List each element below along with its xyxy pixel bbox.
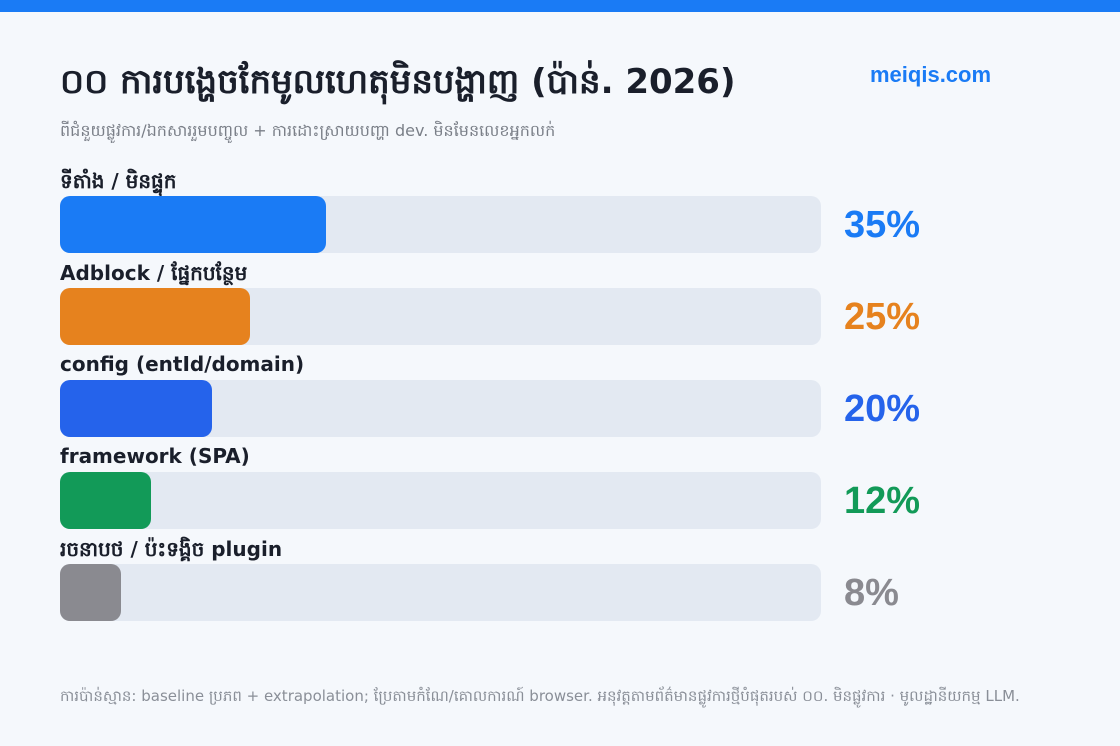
bar-value-label: 8% bbox=[844, 572, 899, 614]
bar-track bbox=[60, 288, 821, 345]
bar bbox=[60, 380, 212, 437]
bar-label: Adblock / ផ្នែកបន្ថែម bbox=[60, 261, 248, 285]
bar-label: ទីតាំង / មិនផ្ទុក bbox=[60, 169, 177, 193]
bar bbox=[60, 564, 121, 621]
bar bbox=[60, 288, 250, 345]
bar-track bbox=[60, 380, 821, 437]
bar-value-label: 12% bbox=[844, 480, 921, 522]
bar bbox=[60, 196, 326, 253]
bar-label: framework (SPA) bbox=[60, 444, 250, 468]
bar-track bbox=[60, 196, 821, 253]
footer-note: ការប៉ាន់ស្មាន: baseline ប្រភព + extrapol… bbox=[60, 687, 1020, 705]
chart-title: ០០ ការបង្ហេចកែមូលហេតុមិនបង្ហាញ (ប៉ាន់. 2… bbox=[60, 62, 736, 102]
bar-track bbox=[60, 472, 821, 529]
bar-label: config (entId/domain) bbox=[60, 352, 305, 376]
bar-value-label: 20% bbox=[844, 388, 921, 430]
brand-link[interactable]: meiqis.com bbox=[870, 62, 992, 87]
chart-subtitle: ពីជំនួយផ្លូវការ/ឯកសាររួមបញ្ចូល + ការដោះស… bbox=[60, 121, 556, 140]
bar-value-label: 35% bbox=[844, 204, 921, 246]
bar-label: រចនាបថ / ប៉ះទង្គិច plugin bbox=[60, 537, 283, 561]
bar bbox=[60, 472, 151, 529]
top-accent-bar bbox=[0, 0, 1120, 12]
bar-track bbox=[60, 564, 821, 621]
bar-value-label: 25% bbox=[844, 296, 921, 338]
